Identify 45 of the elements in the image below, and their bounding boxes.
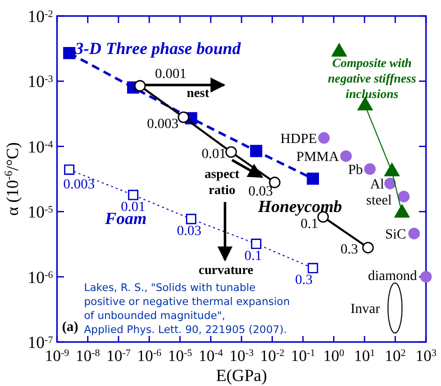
annotation: diamond <box>368 268 417 284</box>
x-axis-title: E(GPa) <box>216 366 267 385</box>
annotation: 0.003 <box>63 178 95 193</box>
annotation: 0.01 <box>120 200 146 215</box>
annotation: Pb <box>348 163 363 178</box>
x-tick-label: 10$^{0}$ <box>323 348 344 365</box>
annotation: 0.3 <box>340 242 358 258</box>
annotation: 0.001 <box>154 66 186 82</box>
annotation: 0.003 <box>147 117 179 132</box>
x-tick-label: 10$^{-1}$ <box>290 348 316 365</box>
x-tick-label: 10$^{-6}$ <box>137 348 162 365</box>
annotation: Al <box>370 177 384 192</box>
annotation: 3-D Three phase bound <box>74 39 242 58</box>
annotation: curvature <box>198 262 254 277</box>
annotation: nest <box>186 85 210 100</box>
x-tick-label: 10$^{-3}$ <box>229 348 254 365</box>
annotation: 0.3 <box>295 273 313 288</box>
annotation: steel <box>366 194 392 209</box>
x-tick-label: 10$^{2}$ <box>384 348 406 365</box>
x-tick-label: 10$^{3}$ <box>416 348 436 365</box>
annotation: 0.1 <box>244 248 262 264</box>
x-tick-label: 10$^{-4}$ <box>198 348 223 365</box>
annotation: Composite with negative stiffness inclusions <box>328 56 416 101</box>
y-tick-label: 10$^{-6}$ <box>28 268 53 287</box>
annotation: aspect ratio <box>204 166 240 197</box>
annotation: 0.01 <box>202 147 226 162</box>
y-tick-label: 10$^{-5}$ <box>28 202 53 222</box>
annotation: Honeycomb <box>257 197 342 216</box>
x-tick-label: 10$^{-2}$ <box>260 348 284 365</box>
annotation: (a) <box>62 320 79 335</box>
annotation: HDPE <box>280 132 317 147</box>
x-tick-label: 10$^{-7}$ <box>106 348 131 365</box>
y-tick-label: 10$^{-2}$ <box>28 7 53 26</box>
annotation: SiC <box>385 228 406 243</box>
annotation: PMMA <box>296 150 340 166</box>
y-tick-label: 10$^{-3}$ <box>28 72 53 92</box>
annotation: 0.1 <box>300 216 318 232</box>
x-tick-label: 10$^{1}$ <box>354 348 375 365</box>
x-tick-label: 10$^{-5}$ <box>168 348 192 365</box>
annotation: Lakes, R. S., "Solids with tunable positive or negative thermal expansion of unbounded magnitude", Applied Phys. Lett. 90, 221905 (2007). <box>84 282 290 336</box>
annotation: 0.03 <box>176 224 202 239</box>
annotation: Invar <box>350 302 380 317</box>
x-tick-label: 10$^{-8}$ <box>76 348 100 365</box>
y-tick-label: 10$^{-4}$ <box>28 137 53 156</box>
annotation: 0.03 <box>248 184 273 200</box>
